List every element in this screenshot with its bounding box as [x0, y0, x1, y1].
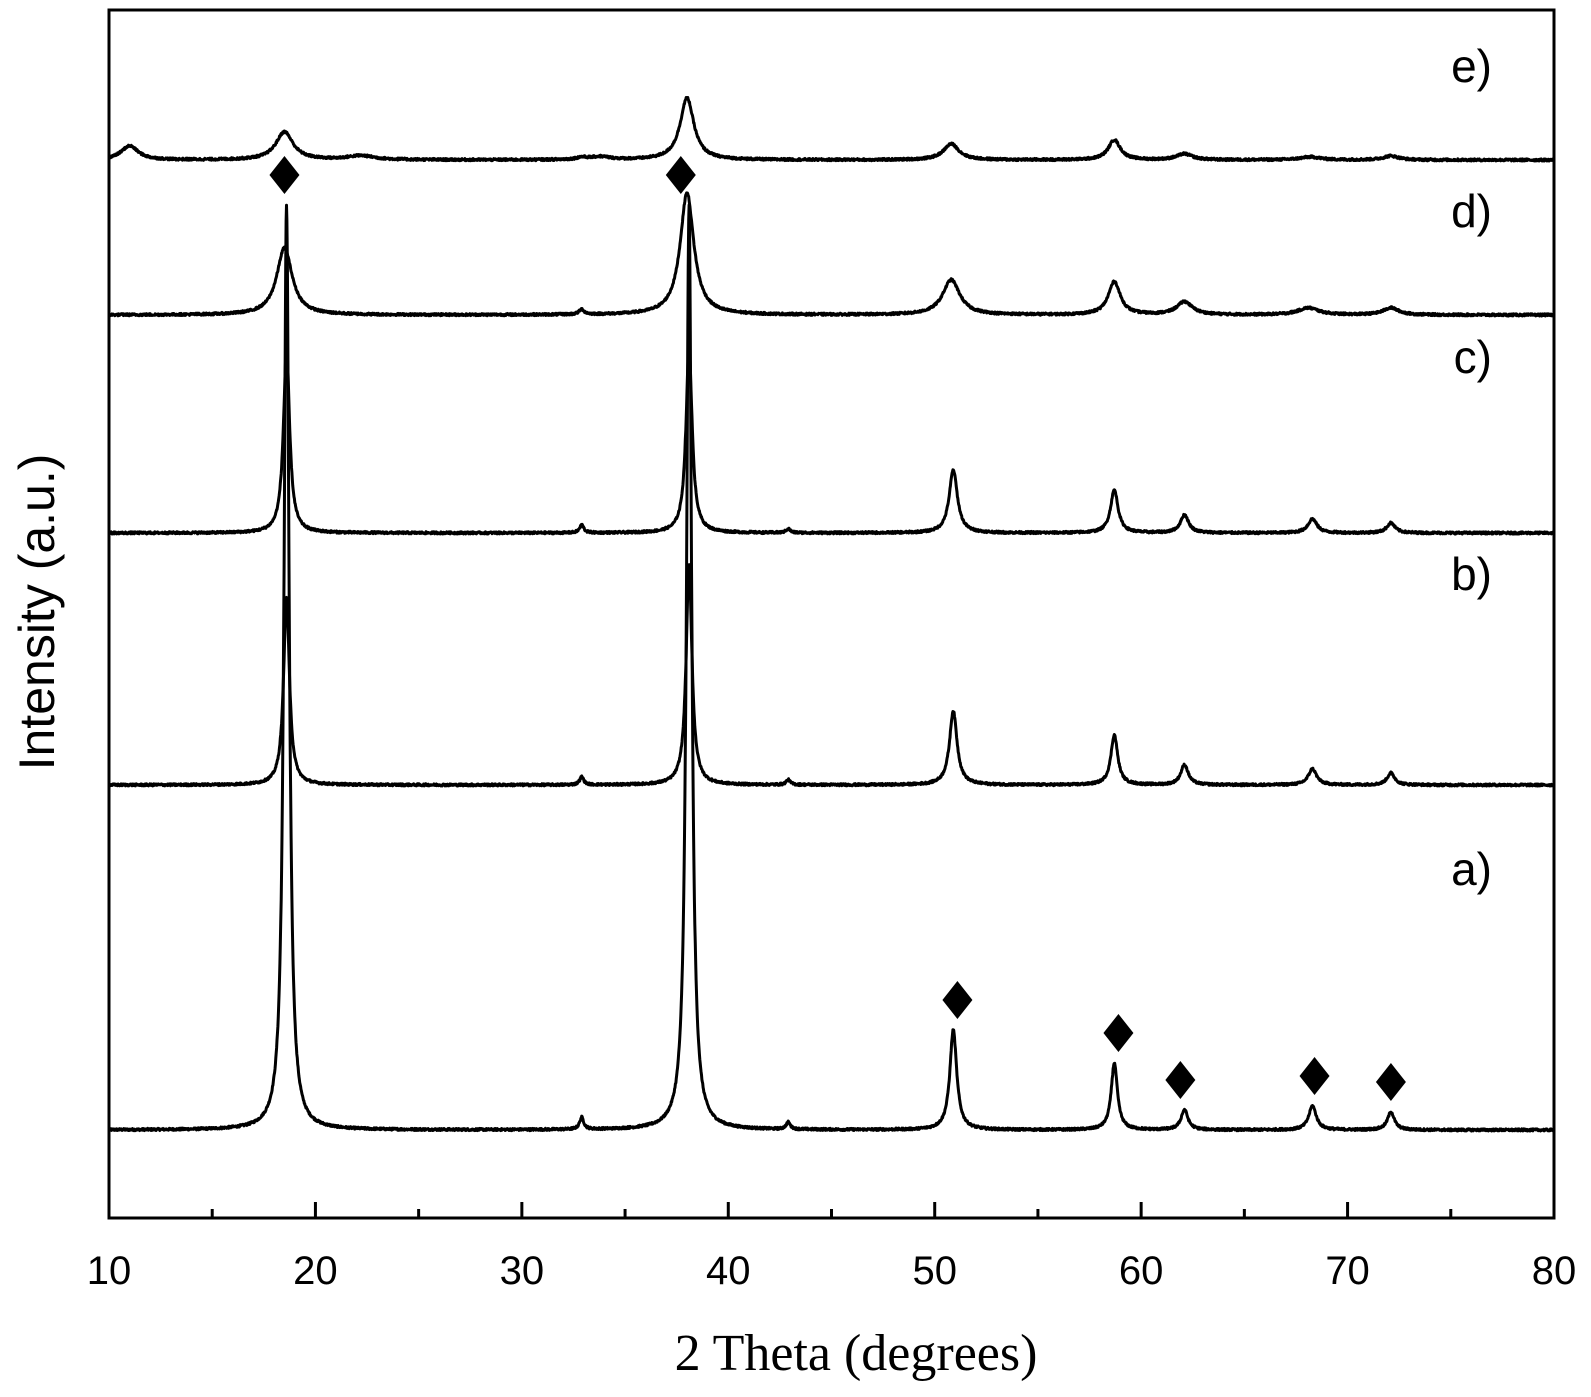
- series-label-e: e): [1451, 40, 1492, 92]
- diamond-marker: [1103, 1014, 1134, 1052]
- series-label-a: a): [1451, 843, 1492, 895]
- series-label-d: d): [1451, 185, 1492, 237]
- x-tick-label: 80: [1532, 1249, 1577, 1293]
- x-tick-label: 50: [912, 1249, 957, 1293]
- x-tick-label: 30: [500, 1249, 545, 1293]
- x-tick-label: 40: [706, 1249, 751, 1293]
- marker-layer: [269, 156, 1406, 1101]
- x-tick-label: 70: [1325, 1249, 1370, 1293]
- x-axis-label: 2 Theta (degrees): [675, 1325, 1038, 1382]
- x-tick-label: 60: [1119, 1249, 1164, 1293]
- diamond-marker: [665, 156, 696, 194]
- diamond-marker: [1165, 1061, 1196, 1099]
- series-label-b: b): [1451, 548, 1492, 600]
- series-line-c: [107, 347, 1556, 536]
- tick-layer: [107, 1202, 1556, 1218]
- diamond-marker: [942, 981, 973, 1019]
- x-tick-label: 10: [87, 1249, 132, 1293]
- diamond-marker: [1299, 1057, 1330, 1095]
- series-line-e: [107, 96, 1556, 163]
- plot-frame: [107, 8, 1556, 1220]
- series-line-d: [107, 191, 1556, 318]
- x-tick-label: 20: [293, 1249, 338, 1293]
- diamond-marker: [1375, 1063, 1406, 1101]
- diamond-marker: [269, 156, 300, 194]
- series-line-b: [107, 563, 1556, 788]
- y-axis-label: Intensity (a.u.): [9, 454, 65, 771]
- series-layer: [107, 96, 1556, 1133]
- series-line-a: [107, 203, 1556, 1133]
- tick-label-layer: 10 20 30 40 50 60 70 80: [87, 1249, 1577, 1293]
- series-label-c: c): [1454, 331, 1492, 383]
- series-label-layer: a) b) c) d) e): [1451, 40, 1492, 895]
